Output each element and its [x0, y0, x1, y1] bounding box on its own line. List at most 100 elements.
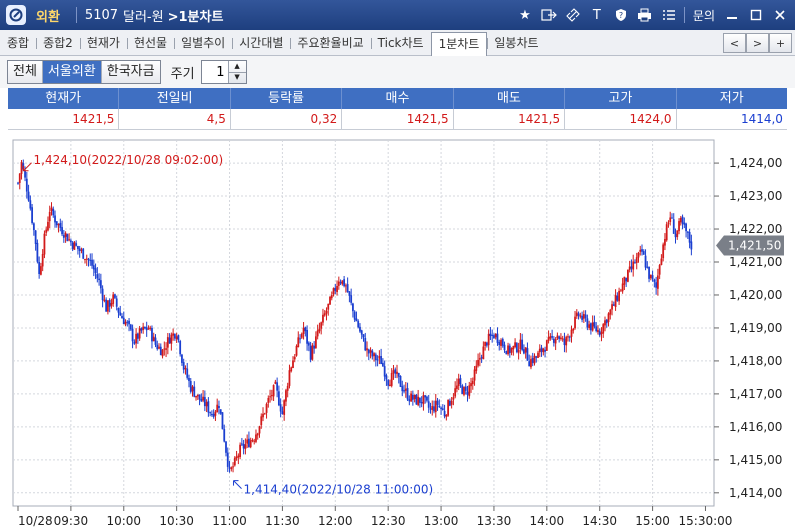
tab-add-button[interactable]: +	[769, 33, 792, 53]
help-button[interactable]: 문의	[692, 8, 715, 23]
candle-body	[269, 396, 271, 398]
candlestick-chart[interactable]: 1,414,00 1,415,00 1,416,00 1,417,00 1,418,00…	[0, 134, 795, 532]
candle-body	[464, 386, 467, 391]
link-icon[interactable]	[564, 6, 582, 24]
candle-body	[286, 385, 289, 391]
tab-daily-chart[interactable]: 일봉차트	[487, 30, 545, 56]
candle-body	[91, 259, 93, 266]
period-up-icon[interactable]: ▲	[234, 61, 240, 70]
quote-value-row: 1421,5 4,5 0,32 1421,5 1421,5 1424,0 141…	[8, 109, 787, 130]
high-arrow-head	[23, 165, 29, 172]
security-icon[interactable]: ?	[612, 6, 630, 24]
candle-body	[560, 337, 562, 339]
x-tick-label: 13:30	[477, 514, 512, 528]
tab-summary[interactable]: 종합	[7, 35, 30, 50]
star-icon[interactable]: ★	[519, 7, 531, 23]
candle-body	[523, 349, 525, 354]
candle-body	[611, 304, 613, 310]
tab-tick-chart[interactable]: Tick차트	[370, 30, 431, 56]
candle-body	[404, 388, 407, 391]
candle-body	[316, 330, 319, 337]
candle-body	[277, 391, 280, 406]
candle-body	[251, 440, 254, 442]
value-change-rate: 0,32	[230, 109, 343, 130]
x-tick-label: 10:30	[159, 514, 194, 528]
candle-body	[41, 254, 44, 267]
candle-body	[25, 178, 28, 192]
candle-body	[248, 438, 250, 447]
candle-body	[637, 252, 640, 258]
tab-summary2[interactable]: 종합2	[36, 30, 80, 56]
candle-body	[649, 274, 652, 279]
candle-body	[584, 314, 587, 319]
tab-by-time[interactable]: 시간대별	[232, 30, 290, 56]
candle-body	[172, 333, 175, 336]
candle-body	[255, 434, 257, 442]
candle-body	[471, 380, 474, 385]
candle-body	[77, 245, 79, 250]
candle-body	[609, 309, 612, 315]
tab-major-rates[interactable]: 주요환율비교	[290, 30, 370, 56]
candle-body	[87, 258, 90, 261]
period-input[interactable]	[201, 61, 228, 83]
candle-body	[623, 276, 626, 285]
export-icon[interactable]	[540, 6, 558, 24]
tab-next-button[interactable]: >	[746, 33, 769, 53]
candle-body	[311, 345, 314, 360]
x-tick-label: 13:00	[424, 514, 459, 528]
period-label: 주기	[170, 66, 195, 82]
tab-spot-futures[interactable]: 현선물	[126, 30, 174, 56]
candle-body	[674, 233, 677, 238]
period-down-icon[interactable]: ▼	[228, 71, 246, 84]
candle-body	[103, 299, 106, 302]
candle-body	[364, 337, 367, 351]
candle-body	[598, 330, 601, 336]
candle-body	[374, 354, 377, 361]
candle-body	[214, 411, 217, 416]
y-tick-label: 1,414,00	[729, 486, 782, 500]
candle-body	[607, 313, 610, 323]
candle-body	[491, 334, 494, 336]
candle-body	[323, 313, 326, 316]
candle-body	[307, 342, 310, 346]
candle-body	[320, 322, 323, 329]
tab-1min-chart[interactable]: 1분차트	[430, 31, 488, 56]
tab-prev-button[interactable]: <	[723, 33, 746, 53]
candle-body	[419, 397, 421, 403]
candle-body	[27, 191, 30, 201]
list-icon[interactable]	[660, 6, 678, 24]
filter-korea-money-button[interactable]: 한국자금	[101, 61, 160, 83]
candle-body	[581, 315, 583, 320]
text-icon[interactable]: T	[592, 7, 601, 23]
candle-body	[158, 346, 160, 349]
candle-body	[433, 406, 435, 412]
minimize-icon[interactable]	[723, 6, 741, 24]
candle-body	[147, 328, 150, 330]
maximize-icon[interactable]	[747, 6, 765, 24]
tab-current-price[interactable]: 현재가	[79, 30, 127, 56]
candle-body	[533, 355, 536, 364]
candle-body	[341, 280, 344, 285]
filter-all-button[interactable]: 전체	[8, 61, 43, 83]
candle-body	[644, 255, 647, 268]
candle-body	[551, 336, 554, 338]
filter-seoul-fx-button[interactable]: 서울외환	[42, 61, 102, 83]
candle-body	[350, 295, 353, 303]
candle-body	[367, 349, 370, 354]
tab-daily-trend[interactable]: 일별추이	[174, 30, 232, 56]
minute-chart[interactable]: 1,414,00 1,415,00 1,416,00 1,417,00 1,418,00…	[0, 134, 795, 532]
candle-body	[343, 279, 346, 287]
print-icon[interactable]	[636, 6, 654, 24]
current-price-label: 1,421,50	[728, 239, 781, 253]
candle-body	[389, 384, 391, 387]
candle-body	[452, 397, 455, 400]
candle-body	[440, 407, 442, 409]
candle-body	[92, 265, 95, 270]
close-icon[interactable]	[771, 6, 789, 24]
candle-body	[570, 329, 573, 337]
candle-body	[179, 340, 182, 355]
candle-body	[526, 348, 529, 361]
candle-body	[690, 241, 693, 250]
candle-body	[283, 400, 286, 415]
candle-body	[145, 327, 148, 331]
